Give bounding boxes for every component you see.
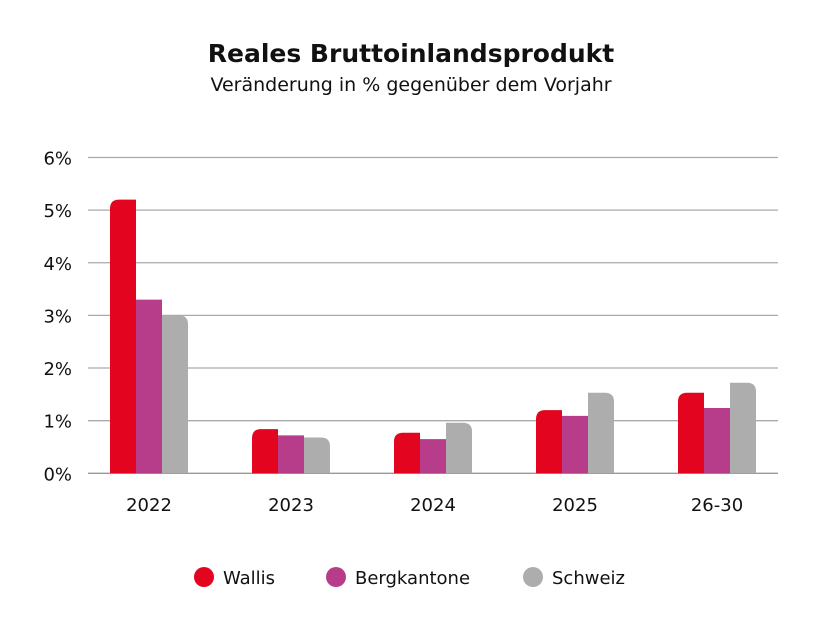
bar-bergkantone-2025 — [562, 415, 588, 474]
legend-marker-bergkantone — [326, 567, 346, 587]
y-tick-label: 5% — [43, 201, 72, 222]
bar-schweiz-2024 — [446, 422, 472, 474]
bar-bergkantone-2023 — [278, 435, 304, 474]
legend-label: Bergkantone — [355, 568, 470, 589]
y-tick-label: 0% — [43, 464, 72, 485]
bar-schweiz-2022 — [162, 315, 188, 474]
y-tick-label: 3% — [43, 306, 72, 327]
x-tick-label: 2024 — [410, 495, 456, 516]
y-tick-label: 4% — [43, 254, 72, 275]
bar-bergkantone-2024 — [420, 439, 446, 474]
y-tick-label: 1% — [43, 412, 72, 433]
legend-marker-wallis — [194, 567, 214, 587]
x-tick-label: 26-30 — [691, 495, 743, 516]
y-tick-label: 2% — [43, 359, 72, 380]
x-tick-label: 2022 — [126, 495, 172, 516]
bar-wallis-2023 — [252, 429, 278, 474]
chart-subtitle: Veränderung in % gegenüber dem Vorjahr — [210, 74, 611, 96]
y-tick-label: 6% — [43, 149, 72, 170]
x-tick-label: 2023 — [268, 495, 314, 516]
bar-bergkantone-26-30 — [704, 408, 730, 474]
legend-label: Schweiz — [552, 568, 625, 589]
bar-wallis-2024 — [394, 432, 420, 474]
bar-bergkantone-2022 — [136, 299, 162, 474]
chart-title: Reales Bruttoinlandsprodukt — [208, 39, 615, 68]
bar-wallis-26-30 — [678, 392, 704, 474]
bar-wallis-2025 — [536, 410, 562, 474]
bar-wallis-2022 — [110, 199, 136, 474]
x-tick-label: 2025 — [552, 495, 598, 516]
legend-marker-schweiz — [523, 567, 543, 587]
legend-label: Wallis — [223, 568, 275, 589]
bar-schweiz-2023 — [304, 437, 330, 474]
bar-schweiz-2025 — [588, 392, 614, 474]
bar-schweiz-26-30 — [730, 382, 756, 474]
